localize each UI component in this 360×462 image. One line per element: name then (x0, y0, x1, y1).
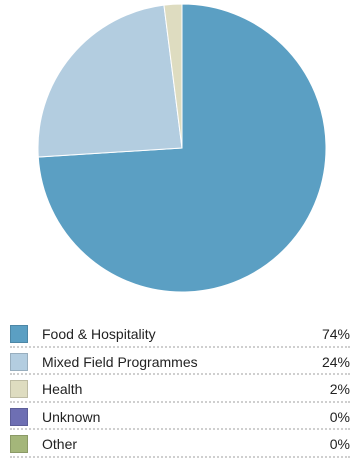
legend-label: Health (42, 381, 83, 397)
legend-swatch (10, 325, 28, 343)
legend-item-mixed-field-programmes: Mixed Field Programmes 24% (10, 348, 350, 375)
legend-item-food-hospitality: Food & Hospitality 74% (10, 320, 350, 348)
legend-item-other: Other 0% (10, 430, 350, 458)
legend-value: 2% (329, 381, 350, 397)
pie-slice-health (163, 3, 183, 149)
legend-swatch (10, 380, 28, 398)
legend-label: Unknown (42, 408, 101, 425)
legend-label: Other (42, 436, 78, 452)
legend-value: 0% (329, 408, 350, 425)
legend-item-health: Health 2% (10, 375, 350, 403)
pie-slices (37, 3, 327, 293)
legend-label: Mixed Field Programmes (42, 353, 198, 370)
legend-value: 24% (321, 353, 350, 370)
legend-value: 0% (329, 436, 350, 452)
legend-value: 74% (321, 326, 350, 342)
pie-chart (37, 3, 327, 293)
legend: Food & Hospitality 74% Mixed Field Program… (10, 320, 350, 458)
legend-item-unknown: Unknown 0% (10, 403, 350, 430)
legend-label: Food & Hospitality (42, 326, 156, 342)
legend-swatch (10, 407, 28, 426)
legend-swatch (10, 352, 28, 371)
legend-swatch (10, 435, 28, 453)
pie-slice-mixed-field-programmes (37, 4, 183, 158)
